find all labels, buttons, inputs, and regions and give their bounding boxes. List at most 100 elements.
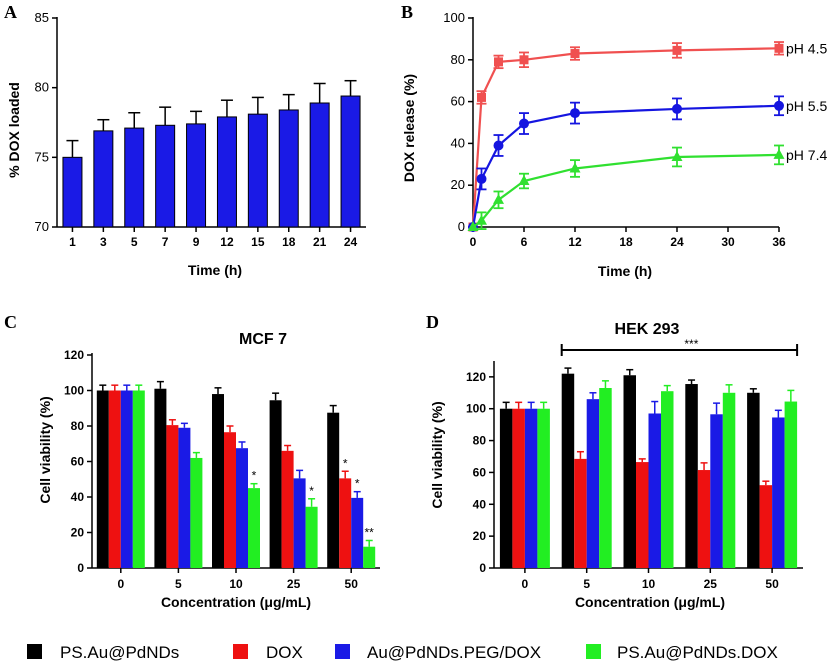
panel-c-bar-ps-au-pdnds-dox-25-significance: * (309, 484, 314, 498)
panel-b-ylabel: DOX release (%) (401, 74, 417, 182)
panel-c-bar-au-pdnds-peg-dox-5 (178, 427, 191, 568)
panel-d-ytick-label-20: 20 (473, 529, 487, 543)
panel-b-series-ph-4-5-point-1 (477, 92, 486, 102)
legend-label-ps-au-pdnds-dox: PS.Au@PdNDs.DOX (617, 643, 778, 662)
panel-d-bar-dox-0 (512, 408, 525, 568)
panel-b-series-ph-4-5-label: pH 4.5 (786, 40, 827, 56)
panel-b-ytick-label-100: 100 (443, 10, 465, 25)
panel-b-series-ph-4-5-point-4 (570, 49, 580, 59)
panel-c-bar-dox-50 (339, 478, 352, 568)
panel-c-bar-ps-au-pdnds-dox-50-significance: ** (365, 525, 375, 539)
panel-c-bar-au-pdnds-peg-dox-50-significance: * (355, 477, 360, 491)
panel-c-xtick-label-10: 10 (229, 577, 243, 591)
panel-d: D HEK 293 Cell viability (%) Concentrati… (426, 312, 803, 610)
panel-a-xtick-label-18: 18 (282, 235, 296, 249)
panel-d-xlabel: Concentration (μg/mL) (575, 594, 725, 610)
panel-d-bar-ps-au-pdnds-dox-50 (784, 401, 798, 568)
legend-label-au-pdnds-peg-dox: Au@PdNDs.PEG/DOX (367, 643, 541, 662)
panel-d-bar-dox-50 (759, 485, 773, 568)
panel-a-bar-1 (62, 156, 83, 228)
panel-a-xlabel: Time (h) (188, 262, 242, 278)
panel-c-ytick-label-80: 80 (71, 419, 85, 433)
panel-a-xtick-label-12: 12 (220, 235, 234, 249)
panel-a-xtick-label-1: 1 (69, 235, 76, 249)
panel-a-xtick-label-3: 3 (100, 235, 107, 249)
panel-b-series-ph-7-4-point-2 (493, 193, 504, 204)
panel-a-bar-7 (155, 124, 176, 228)
panel-b-series-ph-7-4-point-1 (476, 214, 487, 225)
panel-d-label: D (426, 312, 439, 332)
panel-c-ytick-label-40: 40 (71, 490, 85, 504)
panel-b-series-ph-5-5-point-2 (493, 140, 504, 151)
panel-b-xtick-label-24: 24 (670, 235, 684, 249)
legend: PS.Au@PdNDs DOX Au@PdNDs.PEG/DOX PS.Au@P… (27, 643, 778, 662)
panel-d-bar-ps-au-pdnds-10 (623, 375, 636, 568)
panel-b-series-ph-5-5-line (471, 104, 780, 228)
panel-c-bar-dox-5 (166, 425, 179, 568)
panel-d-bracket-label: *** (684, 337, 698, 351)
panel-c-bar-ps-au-pdnds-dox-0 (132, 390, 145, 568)
panel-b-series-ph-7-4-point-6 (773, 148, 785, 159)
panel-d-bar-ps-au-pdnds-25 (685, 384, 698, 568)
panel-c: C MCF 7 Cell viability (%) Concentration… (4, 312, 380, 610)
panel-d-ylabel: Cell viability (%) (429, 401, 445, 508)
panel-c-ytick-label-60: 60 (71, 455, 85, 469)
panel-b-series-ph-4-5-point-3 (519, 55, 529, 65)
panel-b-series-ph-4-5-point-5 (672, 45, 682, 55)
panel-c-bar-ps-au-pdnds-10 (212, 394, 224, 568)
panel-a-ytick-label-85: 85 (35, 10, 49, 25)
legend-swatch-ps-au-pdnds (27, 644, 42, 659)
panel-a: A % DOX loaded Time (h) 70 75 80 85 1 3 5 7 9 12 1… (4, 2, 366, 278)
panel-a-bar-18 (278, 109, 299, 228)
panel-c-bar-ps-au-pdnds-dox-10 (248, 488, 260, 568)
panel-d-bar-ps-au-pdnds-dox-0 (537, 408, 550, 568)
panel-b-ytick-label-80: 80 (451, 52, 465, 67)
panel-c-xtick-label-25: 25 (287, 577, 301, 591)
panel-a-bar-24 (340, 95, 361, 228)
panel-d-title: HEK 293 (615, 321, 680, 338)
panel-d-xtick-label-10: 10 (642, 577, 656, 591)
panel-d-bar-dox-25 (697, 470, 711, 568)
panel-a-xtick-label-15: 15 (251, 235, 265, 249)
panel-c-bar-ps-au-pdnds-0 (96, 390, 109, 568)
panel-b-series-ph-5-5-point-5 (672, 103, 682, 114)
panel-a-ytick-label-75: 75 (35, 149, 49, 164)
panel-b-series-ph-5-5-point-3 (519, 118, 529, 129)
panel-d-xtick-label-25: 25 (704, 577, 718, 591)
panel-c-bar-au-pdnds-peg-dox-10 (236, 448, 248, 568)
panel-c-bar-au-pdnds-peg-dox-0 (120, 390, 133, 568)
panel-d-bar-ps-au-pdnds-dox-10 (661, 391, 674, 568)
panel-d-bar-au-pdnds-peg-dox-5 (586, 399, 600, 568)
panel-c-bar-ps-au-pdnds-25 (269, 400, 282, 568)
panel-c-bar-ps-au-pdnds-50 (327, 412, 340, 568)
panel-a-bar-9 (186, 123, 207, 228)
panel-a-bar-5 (124, 127, 145, 228)
panel-a-label: A (4, 2, 17, 22)
panel-b-series-ph-4-5-point-2 (494, 57, 503, 67)
panel-c-xtick-label-0: 0 (117, 577, 124, 591)
panel-b-ytick-label-20: 20 (451, 177, 465, 192)
panel-b-series-ph-5-5-point-4 (570, 108, 580, 119)
panel-b-ytick-label-60: 60 (451, 94, 465, 109)
panel-b-xtick-label-0: 0 (470, 235, 477, 249)
panel-b-ytick-label-40: 40 (451, 135, 465, 150)
legend-swatch-au-pdnds-peg-dox (335, 644, 350, 659)
panel-a-xtick-label-7: 7 (162, 235, 169, 249)
panel-a-xtick-label-5: 5 (131, 235, 138, 249)
panel-c-bar-ps-au-pdnds-dox-5 (190, 457, 203, 568)
panel-c-bar-dox-25 (281, 450, 294, 568)
panel-a-xtick-label-24: 24 (344, 235, 358, 249)
panel-d-ytick-label-0: 0 (479, 561, 486, 575)
panel-d-bar-au-pdnds-peg-dox-25 (710, 414, 723, 568)
panel-d-xtick-label-50: 50 (765, 577, 779, 591)
panel-d-bar-dox-10 (636, 462, 649, 568)
panel-d-bar-ps-au-pdnds-5 (561, 373, 575, 568)
panel-b-series-ph-7-4-label: pH 7.4 (786, 147, 827, 163)
panel-d-bar-au-pdnds-peg-dox-10 (648, 413, 661, 568)
panel-b-ytick-label-0: 0 (458, 219, 465, 234)
legend-swatch-dox (233, 644, 248, 659)
panel-c-ylabel: Cell viability (%) (37, 396, 53, 503)
panel-c-label: C (4, 312, 17, 332)
panel-d-bar-dox-5 (574, 458, 587, 568)
panel-c-ytick-label-20: 20 (71, 526, 85, 540)
